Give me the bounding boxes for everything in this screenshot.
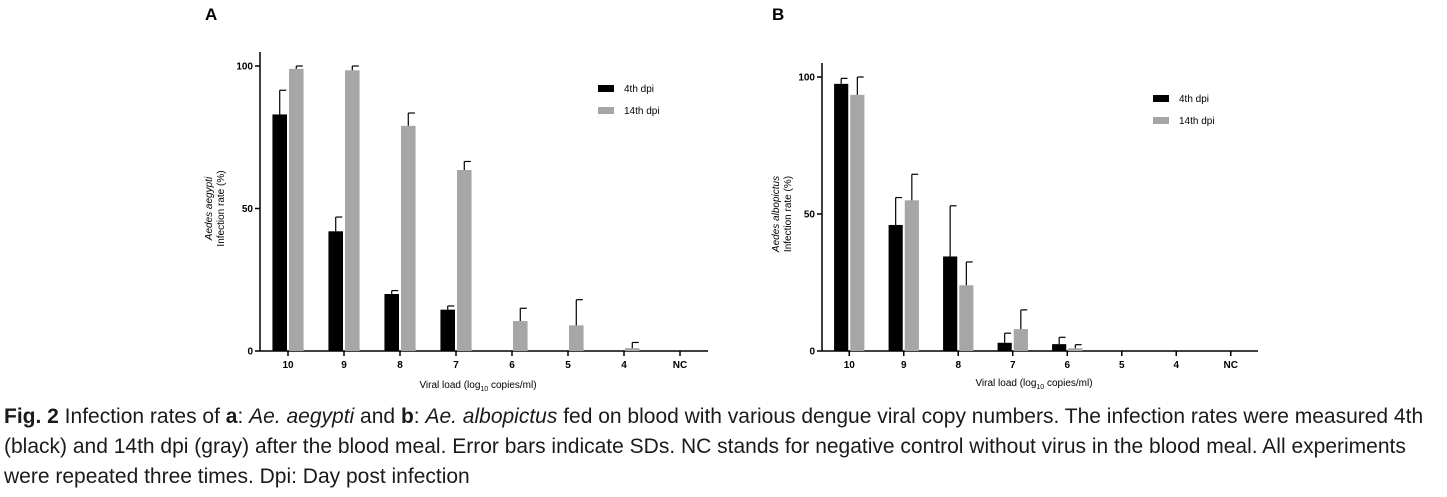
bar-4th-6: [1052, 344, 1067, 351]
bar-4th-7: [440, 309, 455, 351]
caption-text-3: and: [354, 405, 401, 428]
x-tick-label: 4: [621, 360, 627, 371]
figure-caption: Fig. 2 Infection rates of a: Ae. aegypti…: [4, 402, 1444, 492]
bar-14th-8: [401, 125, 416, 351]
caption-panel-a-label: a: [225, 405, 238, 428]
y-tick-label: 0: [247, 347, 253, 358]
y-tick-label: 0: [809, 347, 815, 358]
y-tick-label: 50: [804, 210, 816, 221]
caption-species-a: Ae. aegypti: [249, 405, 355, 428]
y-tick-label: 50: [242, 204, 254, 215]
caption-text-2: :: [237, 405, 250, 428]
bar-14th-8: [959, 285, 974, 351]
bar-4th-9: [328, 231, 343, 351]
x-tick-label: 10: [282, 360, 294, 371]
legend-label: 14th dpi: [1179, 116, 1215, 127]
bar-14th-6: [1068, 348, 1083, 351]
x-tick-label: 4: [1173, 360, 1179, 371]
x-tick-label: 9: [901, 360, 907, 371]
bar-14th-6: [513, 321, 528, 351]
x-tick-label: 6: [509, 360, 515, 371]
y-tick-label: 100: [798, 73, 815, 84]
y-axis-species: Aedes aegypti: [204, 176, 215, 241]
x-tick-label: 7: [453, 360, 459, 371]
bar-14th-7: [1013, 329, 1028, 351]
bar-4th-10: [834, 83, 849, 351]
y-tick-label: 100: [236, 62, 253, 73]
bar-14th-4: [625, 348, 640, 351]
x-tick-label: NC: [1224, 360, 1238, 371]
bar-4th-10: [272, 114, 287, 351]
legend-label: 4th dpi: [1179, 94, 1209, 105]
x-axis-title: Viral load (log10 copies/ml): [419, 380, 536, 393]
x-tick-label: 10: [844, 360, 856, 371]
legend-swatch: [598, 85, 614, 92]
legend-label: 14th dpi: [624, 106, 660, 117]
legend-swatch: [1153, 117, 1169, 124]
legend-label: 4th dpi: [624, 84, 654, 95]
bar-4th-9: [888, 224, 903, 351]
bar-4th-7: [997, 342, 1012, 351]
y-axis-species: Aedes albopictus: [771, 176, 782, 253]
x-tick-label: 8: [397, 360, 403, 371]
bar-4th-8: [384, 294, 399, 351]
legend-swatch: [1153, 95, 1169, 102]
x-tick-label: 7: [1010, 360, 1016, 371]
y-axis-title: Infection rate (%): [216, 170, 227, 246]
panel-letter: A: [205, 5, 217, 24]
y-axis-title: Infection rate (%): [783, 176, 794, 252]
chart-panel-b: B 0 50 100 10 9 8 7 6 5 4 NC 4th dpi 14th dpi Aedes al…: [771, 5, 1258, 391]
x-tick-label: 6: [1064, 360, 1070, 371]
bar-14th-10: [850, 94, 865, 351]
bar-14th-5: [569, 325, 584, 351]
x-tick-label: NC: [673, 360, 687, 371]
bar-14th-9: [904, 200, 919, 351]
chart-panel-a: A 0 50 100 10 9 8 7 6 5 4 NC 4th dpi 14th dpi Aedes ae…: [204, 5, 708, 393]
bar-4th-8: [943, 256, 958, 351]
x-tick-label: 5: [1119, 360, 1125, 371]
caption-text-5: fed on blood with various dengue viral c…: [4, 405, 1424, 488]
caption-text-1: Infection rates of: [58, 405, 226, 428]
caption-fig-label: Fig. 2: [4, 405, 59, 428]
panel-letter: B: [772, 5, 784, 24]
x-tick-label: 5: [565, 360, 571, 371]
x-tick-label: 9: [341, 360, 347, 371]
caption-species-b: Ae. albopictus: [425, 405, 558, 428]
legend-swatch: [598, 107, 614, 114]
bar-14th-10: [289, 68, 304, 351]
caption-panel-b-label: b: [400, 405, 414, 428]
x-tick-label: 8: [955, 360, 961, 371]
x-axis-title: Viral load (log10 copies/ml): [975, 378, 1092, 391]
caption-text-4: :: [413, 405, 426, 428]
bar-14th-9: [345, 70, 360, 352]
bar-14th-7: [457, 170, 472, 351]
